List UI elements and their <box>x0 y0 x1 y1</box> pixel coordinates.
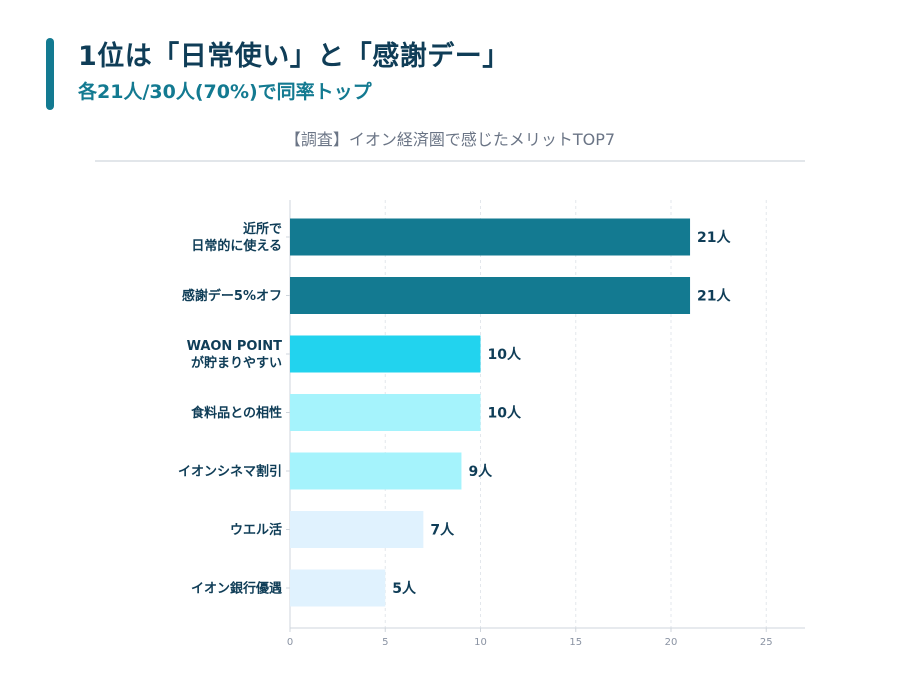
category-label-line: が貯まりやすい <box>191 355 282 371</box>
bar <box>290 277 691 314</box>
bar <box>290 218 691 256</box>
bar <box>290 394 481 431</box>
category-label-line: WAON POINT <box>187 339 283 354</box>
category-label: ウエル活 <box>230 522 282 538</box>
bar <box>290 452 462 490</box>
category-label: イオンシネマ割引 <box>178 464 282 480</box>
category-label-line: 日常的に使える <box>191 238 282 254</box>
bar <box>290 569 386 607</box>
x-tick-label: 15 <box>569 637 582 648</box>
page-subtitle: 各21人/30人(70%)で同率トップ <box>78 81 372 103</box>
category-label-line: 感謝デー5%オフ <box>182 288 282 304</box>
bar <box>290 511 424 548</box>
value-label: 7人 <box>430 522 455 539</box>
x-tick-label: 20 <box>665 637 678 648</box>
value-label: 21人 <box>697 288 731 305</box>
category-label-line: イオンシネマ割引 <box>178 464 282 480</box>
title-divider <box>95 160 805 162</box>
category-label: 食料品との相性 <box>191 405 282 421</box>
category-label-line: 食料品との相性 <box>191 405 282 421</box>
value-label: 10人 <box>488 346 522 363</box>
x-tick-label: 0 <box>287 637 293 648</box>
accent-bar <box>46 38 54 110</box>
category-label: イオン銀行優遇 <box>191 581 282 597</box>
category-label: WAON POINT が貯まりやすい <box>187 339 283 371</box>
x-tick-label: 5 <box>382 637 388 648</box>
value-label: 5人 <box>392 580 417 597</box>
chart-title: 【調査】イオン経済圏で感じたメリットTOP7 <box>284 130 616 149</box>
value-label: 9人 <box>468 463 493 480</box>
category-label-line: 近所で <box>243 221 282 237</box>
value-label: 10人 <box>488 405 522 422</box>
page-title: 1位は「日常使い」と「感謝デー」 <box>78 41 510 72</box>
category-label-line: ウエル活 <box>230 522 282 538</box>
category-label: 感謝デー5%オフ <box>182 288 282 304</box>
bar <box>290 335 481 373</box>
x-tick-label: 10 <box>474 637 487 648</box>
category-label: 近所で日常的に使える <box>191 221 282 254</box>
value-label: 21人 <box>697 229 731 246</box>
x-tick-label: 25 <box>760 637 773 648</box>
category-label-line: イオン銀行優遇 <box>191 581 282 597</box>
